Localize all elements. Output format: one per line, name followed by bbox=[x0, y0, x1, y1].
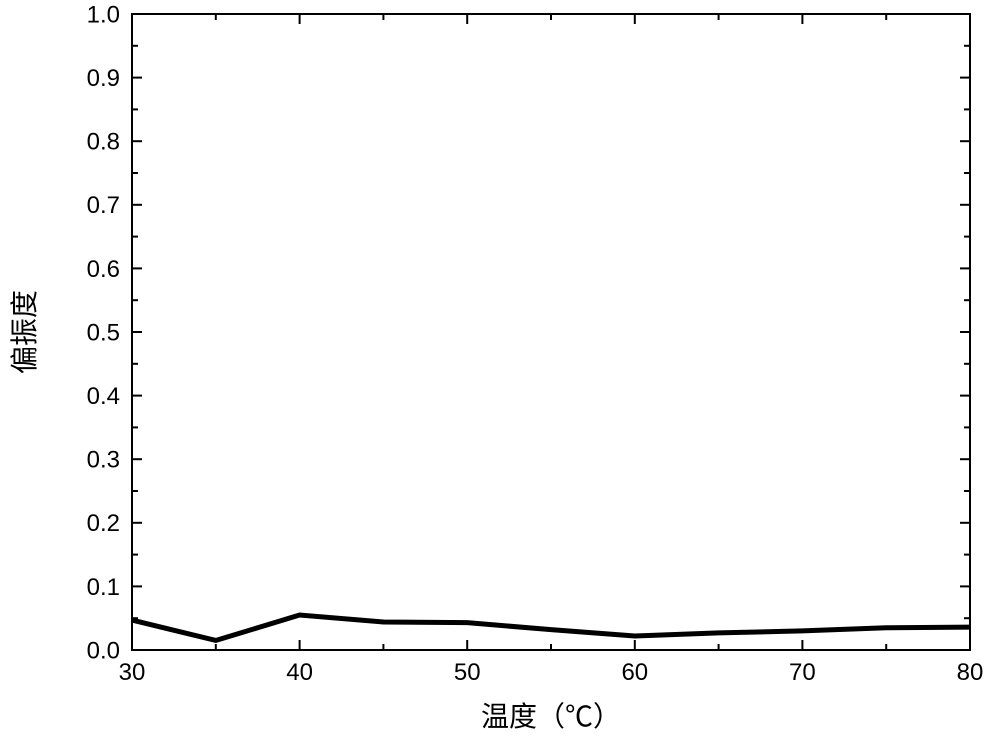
y-tick-label: 1.0 bbox=[87, 1, 120, 28]
y-tick-label: 0.8 bbox=[87, 129, 120, 156]
y-tick-label: 0.4 bbox=[87, 383, 120, 410]
y-tick-label: 0.2 bbox=[87, 510, 120, 537]
x-tick-label: 50 bbox=[454, 659, 481, 686]
y-tick-label: 0.7 bbox=[87, 192, 120, 219]
x-tick-label: 80 bbox=[957, 659, 984, 686]
y-tick-label: 0.1 bbox=[87, 574, 120, 601]
x-axis-title: 温度（℃） bbox=[481, 701, 621, 732]
y-tick-label: 0.5 bbox=[87, 319, 120, 346]
line-chart: 30 40 50 60 70 80 0.0 0.1 0.2 0.3 0.4 0.5 0.6 0.7 0.8 0… bbox=[0, 0, 1000, 755]
y-tick-label: 0.6 bbox=[87, 256, 120, 283]
x-tick-label: 30 bbox=[119, 659, 146, 686]
x-tick-label: 40 bbox=[286, 659, 313, 686]
y-tick-label: 0.9 bbox=[87, 65, 120, 92]
y-tick-label: 0.3 bbox=[87, 447, 120, 474]
chart-container: 30 40 50 60 70 80 0.0 0.1 0.2 0.3 0.4 0.5 0.6 0.7 0.8 0… bbox=[0, 0, 1000, 755]
x-tick-label: 70 bbox=[789, 659, 816, 686]
x-tick-label: 60 bbox=[621, 659, 648, 686]
chart-background bbox=[0, 0, 1000, 755]
y-axis-title: 偏振度 bbox=[9, 290, 40, 374]
y-tick-label: 0.0 bbox=[87, 637, 120, 664]
